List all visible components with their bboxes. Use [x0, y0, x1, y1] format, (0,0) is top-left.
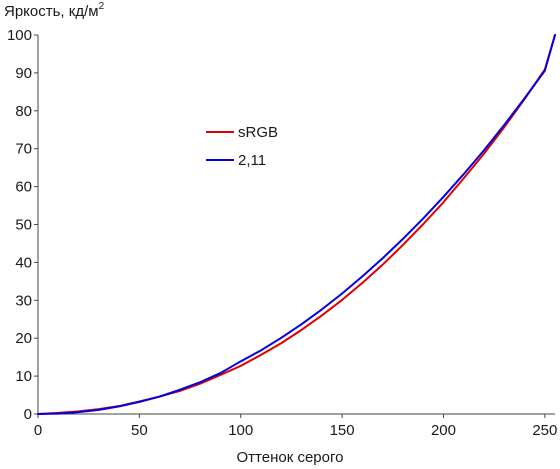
- y-tick-label: 50: [15, 217, 32, 234]
- y-tick-label: 90: [15, 65, 32, 82]
- x-tick-label: 200: [431, 422, 456, 439]
- axes: [34, 34, 555, 418]
- y-axis-label-text: Яркость, кд/м: [4, 3, 99, 20]
- legend-swatch-srgb: [206, 131, 234, 133]
- legend-item-srgb: sRGB: [206, 118, 278, 146]
- x-tick-label: 100: [228, 422, 253, 439]
- legend-item-gamma: 2,11: [206, 146, 278, 174]
- series-line-srgb: [37, 34, 556, 415]
- y-axis-label-superscript: 2: [98, 1, 105, 12]
- y-tick-label: 70: [15, 141, 32, 158]
- y-axis-label: Яркость, кд/м2: [4, 1, 105, 20]
- x-axis-label: Оттенок серого: [236, 449, 344, 466]
- series-line-gamma: [37, 34, 556, 415]
- x-tick-label: 250: [532, 422, 557, 439]
- y-tick-label: 60: [15, 179, 32, 196]
- y-tick-label: 10: [15, 368, 32, 385]
- series-lines: [37, 34, 556, 415]
- x-tick-label: 50: [131, 422, 148, 439]
- x-tick-label: 150: [330, 422, 355, 439]
- legend-label-srgb: sRGB: [238, 123, 279, 141]
- y-tick-label: 80: [15, 103, 32, 120]
- y-tick-label: 30: [15, 292, 32, 309]
- y-tick-label: 20: [15, 330, 32, 347]
- x-tick-label: 0: [34, 422, 42, 439]
- tick-labels: 0 10 20 30 40 50 60 70 80 90 100 0 50 100 150 200 250: [7, 27, 557, 439]
- legend-swatch-gamma: [206, 159, 234, 161]
- legend-label-gamma: 2,11: [238, 151, 267, 169]
- y-tick-label: 100: [7, 27, 32, 44]
- legend: sRGB 2,11: [206, 118, 278, 174]
- y-tick-label: 0: [24, 406, 32, 423]
- y-tick-label: 40: [15, 254, 32, 271]
